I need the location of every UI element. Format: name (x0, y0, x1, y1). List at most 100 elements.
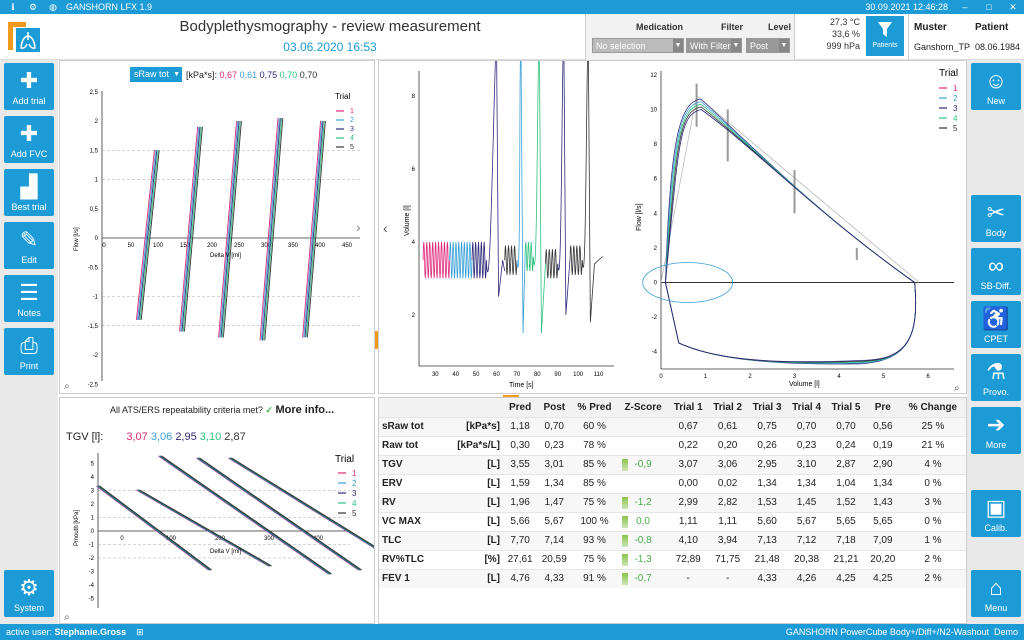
best-trial-button[interactable]: ▟ Best trial (4, 169, 54, 216)
table-row[interactable]: Raw tot [kPa*s/L] 0,30 0,23 78 % 0,22 0,20 0,26… (379, 435, 966, 455)
y-tick-label: 5 (91, 462, 95, 468)
x-tick-label: 4 (837, 374, 841, 380)
cell-t2: 0,20 (707, 435, 748, 455)
table-row[interactable]: VC MAX [L] 5,66 5,67 100 % 0,0 1,11 1,11 5,60 5,6… (379, 511, 966, 531)
y-tick-label: -4 (652, 350, 658, 356)
settings-icon[interactable]: ⚙ (28, 1, 38, 12)
medication-select[interactable]: No selection ▼ (592, 38, 684, 53)
cell-t3: 5,60 (747, 511, 787, 531)
add-trial-label: Add trial (12, 96, 46, 106)
cell-post: 1,47 (537, 492, 572, 512)
cell-t1: 1,11 (668, 511, 708, 531)
sb-diff-button[interactable]: ∞ SB-Diff. (971, 248, 1021, 295)
table-row[interactable]: sRaw tot [kPa*s] 1,18 0,70 60 % 0,67 0,61 0,75 0… (379, 416, 966, 436)
legend-entry: 4 (350, 135, 354, 142)
cell-pred: 1,96 (503, 492, 538, 512)
tgv-line (99, 485, 212, 571)
system-button[interactable]: ⚙ System (4, 570, 54, 617)
body-button[interactable]: ✂ Body (971, 195, 1021, 242)
zoom-icon[interactable]: ⌕ (64, 612, 70, 623)
maximize-icon[interactable]: □ (986, 2, 992, 12)
level-select[interactable]: Post ▼ (746, 38, 790, 53)
medication-value: No selection (596, 41, 646, 51)
notes-button[interactable]: ☰ Notes (4, 275, 54, 322)
cell-pre: 5,65 (865, 511, 900, 531)
cell-t3: 0,75 (747, 416, 787, 436)
cell-pre: 0,19 (865, 435, 900, 455)
edit-button[interactable]: ✎ Edit (4, 222, 54, 269)
patients-button[interactable]: Patients (866, 16, 904, 56)
sraw-unit: [kPa*s]: (186, 70, 218, 80)
cell-pred: 1,59 (503, 473, 538, 493)
x-tick-label: 200 (207, 243, 218, 249)
vt-trace (581, 61, 603, 323)
legend-entry: 5 (350, 144, 354, 151)
cpet-button[interactable]: ♿ CPET (971, 301, 1021, 348)
y-tick-label: 0 (91, 529, 95, 535)
add-fvc-button[interactable]: ✚ Add FVC (4, 116, 54, 163)
sraw-loop-line (260, 118, 280, 341)
filter-select[interactable]: With Filter ▼ (686, 38, 742, 53)
splitter-handle[interactable] (375, 331, 378, 349)
column-header: Trial 1 (668, 398, 708, 417)
cell-t4: 0,70 (786, 416, 827, 436)
add-trial-button[interactable]: ✚ Add trial (4, 63, 54, 110)
cell-ch: 2 % (899, 568, 966, 588)
x-tick-label: 6 (926, 374, 930, 380)
sraw-trial-4: 0,70 (279, 70, 298, 80)
table-row[interactable]: RV [L] 1,96 1,47 75 % -1,2 2,99 2,82 1,53 1,45 1,5… (379, 492, 966, 512)
table-row[interactable]: ERV [L] 1,59 1,34 85 % 0,00 0,02 1,34 1,34 1,04 1,… (379, 473, 966, 493)
criteria-question: All ATS/ERS repeatability criteria met? (110, 405, 263, 415)
x-tick-label: 1 (704, 374, 708, 380)
cell-t4: 4,26 (786, 568, 827, 588)
param-unit: [L] (440, 492, 504, 512)
new-button[interactable]: ☺ New (971, 63, 1021, 110)
zoom-icon[interactable]: ⌕ (954, 383, 960, 394)
menu-button[interactable]: ⌂ Menu (971, 570, 1021, 617)
x-tick-label: 50 (473, 372, 480, 378)
sraw-loop-line (306, 120, 326, 338)
splitter-handle-horizontal[interactable] (503, 395, 519, 398)
provo-button[interactable]: ⚗ Provo. (971, 354, 1021, 401)
sraw-loop-line (259, 118, 279, 341)
param-name: TLC (379, 530, 441, 550)
sraw-loop-line (180, 126, 200, 332)
tgv-line (231, 457, 374, 547)
sb-diff-label: SB-Diff. (980, 281, 1012, 291)
sraw-dropdown[interactable]: sRaw tot ▼ (130, 67, 182, 82)
sraw-loop-line (183, 126, 203, 332)
cell-t3: 21,48 (747, 549, 787, 569)
more-button[interactable]: ➔ More (971, 407, 1021, 454)
print-label: Print (19, 361, 39, 371)
vt-trace (524, 241, 534, 272)
info-icon[interactable]: ℹ (11, 1, 15, 12)
table-row[interactable]: TLC [L] 7,70 7,14 93 % -0,8 4,10 3,94 7,13 7,12 7,… (379, 530, 966, 550)
pressure: 999 hPa (826, 41, 860, 51)
level-label: Level (768, 22, 792, 32)
calib-button[interactable]: ▣ Calib. (971, 490, 1021, 537)
more-info-link[interactable]: More info... (275, 404, 335, 416)
cell-pp: 85 % (571, 454, 618, 474)
cell-t2: 0,61 (707, 416, 748, 436)
chevron-left-icon[interactable]: ‹ (383, 220, 388, 236)
globe-icon[interactable]: ◍ (49, 1, 57, 12)
zoom-icon[interactable]: ⌕ (64, 381, 70, 392)
level-value: Post (750, 41, 769, 51)
y-tick-label: 10 (650, 108, 657, 114)
bike-icon: ♿ (982, 306, 1010, 331)
close-icon[interactable]: ✕ (1009, 1, 1017, 12)
chevron-right-icon[interactable]: › (356, 219, 361, 235)
z-score-bar (621, 553, 628, 566)
minimize-icon[interactable]: – (962, 2, 968, 12)
print-button[interactable]: ⎙ Print (4, 328, 54, 375)
table-row[interactable]: TGV [L] 3,55 3,01 85 % -0,9 3,07 3,06 2,95 3,10 2,… (379, 454, 966, 474)
cell-t2: 0,02 (707, 473, 748, 493)
lung-logo-icon (6, 18, 42, 54)
sraw-values: [kPa*s]: 0,67 0,61 0,75 0,70 0,70 (186, 70, 317, 80)
table-row[interactable]: RV%TLC [%] 27,61 20,59 75 % -1,3 72,89 71,75 21,… (379, 549, 966, 569)
y-tick-label: -1,5 (88, 324, 99, 330)
table-row[interactable]: FEV 1 [L] 4,76 4,33 91 % -0,7- -4,33 4,26 4,25 4,… (379, 568, 966, 588)
column-header: Trial 4 (786, 398, 827, 417)
vt-trace (422, 241, 450, 279)
body-icon: ✂ (986, 200, 1006, 225)
